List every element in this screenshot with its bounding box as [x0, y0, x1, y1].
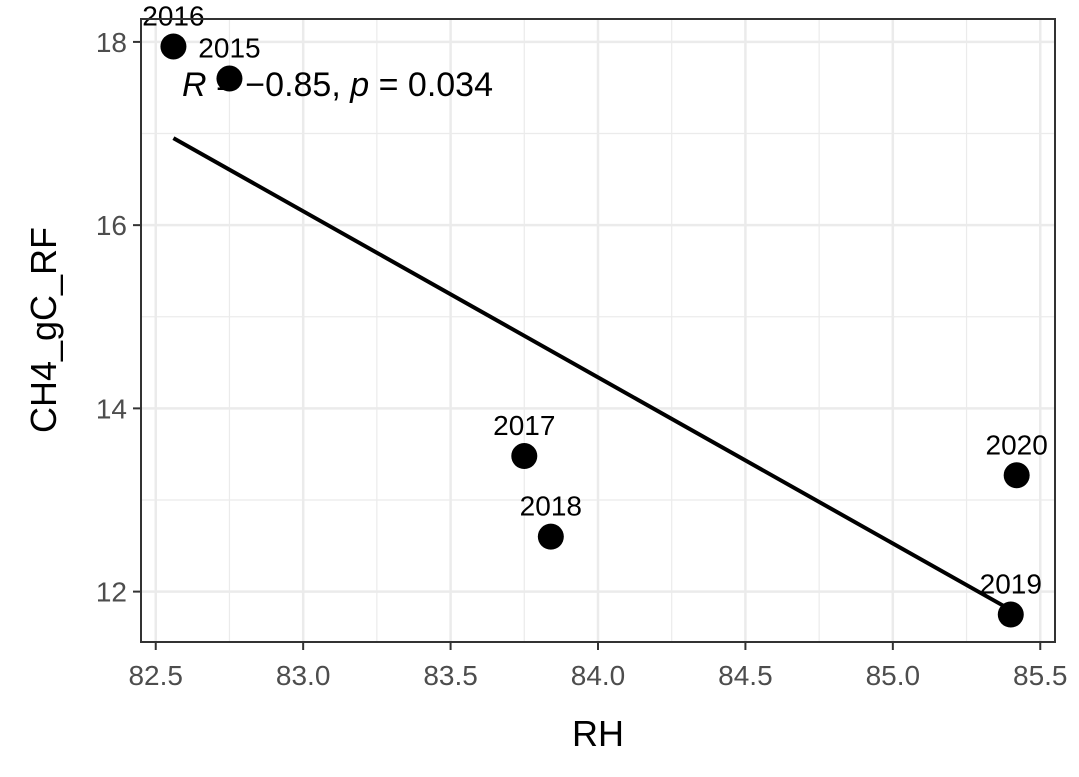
- y-tick-label: 12: [96, 577, 127, 608]
- correlation-annotation: R = −0.85, p = 0.034: [182, 66, 493, 104]
- p-symbol: p: [349, 66, 369, 104]
- y-tick-label: 18: [96, 27, 127, 58]
- point-label-2015: 2015: [198, 33, 260, 64]
- data-point-2015: [216, 65, 243, 92]
- grid: [141, 19, 1055, 642]
- data-point-2019: [997, 601, 1024, 628]
- point-label-2016: 2016: [142, 0, 204, 31]
- r-symbol: R: [182, 66, 207, 104]
- x-tick-label: 84.5: [718, 660, 773, 691]
- y-axis-title: CH4_gC_RF: [23, 227, 64, 433]
- y-tick-label: 14: [96, 393, 127, 424]
- r-value: = −0.85,: [207, 66, 351, 104]
- data-points: [160, 33, 1030, 628]
- x-tick-label: 85.5: [1013, 660, 1068, 691]
- point-label-2019: 2019: [980, 569, 1042, 600]
- x-axis-title: RH: [572, 713, 624, 754]
- x-tick-label: 83.0: [276, 660, 331, 691]
- data-point-2020: [1003, 462, 1030, 489]
- point-label-2020: 2020: [986, 429, 1048, 460]
- data-point-2018: [537, 523, 564, 550]
- regression-line-group: [172, 136, 1012, 612]
- point-label-2017: 2017: [493, 410, 555, 441]
- y-tick-label: 16: [96, 210, 127, 241]
- axis-ticks: 82.5 83.0 83.5 84.0 84.5 85.0 85.5 12 14 16 18: [96, 27, 1068, 691]
- x-tick-label: 85.0: [866, 660, 921, 691]
- data-point-2017: [511, 443, 538, 470]
- panel-border: [140, 18, 1056, 643]
- regression-line: [172, 136, 1012, 612]
- p-value: = 0.034: [369, 66, 493, 104]
- x-tick-label: 83.5: [423, 660, 478, 691]
- x-tick-label: 84.0: [571, 660, 626, 691]
- data-point-2016: [160, 33, 187, 60]
- point-label-2018: 2018: [520, 491, 582, 522]
- x-tick-label: 82.5: [128, 660, 183, 691]
